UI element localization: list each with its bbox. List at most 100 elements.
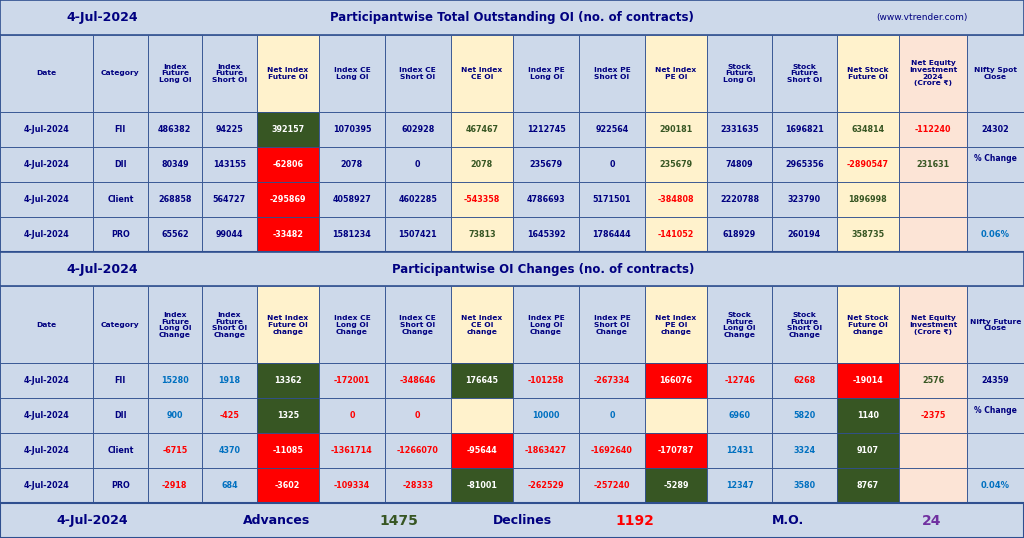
Bar	[579, 35, 645, 112]
Text: -109334: -109334	[334, 481, 370, 490]
Text: 231631: 231631	[916, 160, 949, 169]
Bar	[899, 112, 968, 147]
Bar	[968, 182, 1024, 217]
Bar	[0, 503, 1024, 538]
Bar	[772, 182, 837, 217]
Bar	[645, 433, 708, 468]
Bar	[708, 468, 772, 503]
Text: 12347: 12347	[726, 481, 754, 490]
Text: -262529: -262529	[527, 481, 564, 490]
Text: 10000: 10000	[532, 411, 560, 420]
Bar	[899, 35, 968, 112]
Bar	[0, 468, 93, 503]
Text: -1361714: -1361714	[331, 446, 373, 455]
Bar	[257, 35, 319, 112]
Bar	[0, 398, 93, 433]
Text: Participantwise Total Outstanding OI (no. of contracts): Participantwise Total Outstanding OI (no…	[330, 11, 694, 24]
Text: PRO: PRO	[111, 481, 130, 490]
Bar	[93, 286, 147, 363]
Text: 900: 900	[167, 411, 183, 420]
Bar	[772, 398, 837, 433]
Bar	[93, 35, 147, 112]
Bar	[147, 147, 202, 182]
Text: 618929: 618929	[723, 230, 757, 238]
Text: 4-Jul-2024: 4-Jul-2024	[67, 11, 138, 24]
Bar	[837, 182, 899, 217]
Bar	[899, 363, 968, 398]
Bar	[319, 182, 385, 217]
Bar	[319, 217, 385, 252]
Bar	[451, 182, 513, 217]
Bar	[772, 112, 837, 147]
Text: Net Index
PE OI
change: Net Index PE OI change	[655, 315, 696, 335]
Text: 4602285: 4602285	[398, 195, 437, 203]
Bar	[147, 35, 202, 112]
Bar	[708, 286, 772, 363]
Bar	[93, 182, 147, 217]
Bar	[319, 468, 385, 503]
Text: PRO: PRO	[111, 230, 130, 238]
Bar	[257, 182, 319, 217]
Text: Index CE
Long OI
Change: Index CE Long OI Change	[334, 315, 371, 335]
Bar	[257, 363, 319, 398]
Text: 12431: 12431	[726, 446, 754, 455]
Text: -2375: -2375	[921, 411, 946, 420]
Text: 1140: 1140	[857, 411, 879, 420]
Bar	[202, 182, 257, 217]
Bar	[0, 286, 93, 363]
Bar	[837, 112, 899, 147]
Text: 3580: 3580	[794, 481, 815, 490]
Text: 2220788: 2220788	[720, 195, 759, 203]
Bar	[0, 35, 93, 112]
Bar	[837, 217, 899, 252]
Text: -11085: -11085	[272, 446, 303, 455]
Bar	[513, 147, 579, 182]
Bar	[513, 217, 579, 252]
Text: 9107: 9107	[857, 446, 879, 455]
Bar	[93, 398, 147, 433]
Text: Index
Future
Long OI: Index Future Long OI	[159, 63, 191, 83]
Bar	[0, 217, 93, 252]
Bar	[202, 147, 257, 182]
Text: -81001: -81001	[467, 481, 498, 490]
Bar	[837, 286, 899, 363]
Text: 4-Jul-2024: 4-Jul-2024	[24, 195, 70, 203]
Text: 1192: 1192	[615, 514, 654, 528]
Bar	[968, 433, 1024, 468]
Text: 24359: 24359	[982, 376, 1010, 385]
Text: 1645392: 1645392	[526, 230, 565, 238]
Text: Index PE
Short OI
Change: Index PE Short OI Change	[594, 315, 631, 335]
Text: Index PE
Long OI
Change: Index PE Long OI Change	[527, 315, 564, 335]
Text: 1070395: 1070395	[333, 125, 371, 134]
Text: 1696821: 1696821	[785, 125, 823, 134]
Text: 4-Jul-2024: 4-Jul-2024	[67, 263, 138, 275]
Text: % Change: % Change	[974, 154, 1017, 164]
Bar	[451, 217, 513, 252]
Text: DII: DII	[114, 160, 127, 169]
Bar	[899, 147, 968, 182]
Bar	[257, 398, 319, 433]
Text: -170787: -170787	[657, 446, 694, 455]
Text: 74809: 74809	[726, 160, 754, 169]
Bar	[385, 468, 451, 503]
Bar	[708, 112, 772, 147]
Text: -257240: -257240	[594, 481, 630, 490]
Bar	[968, 363, 1024, 398]
Text: -2918: -2918	[162, 481, 187, 490]
Text: -101258: -101258	[527, 376, 564, 385]
Bar	[513, 433, 579, 468]
Bar	[968, 398, 1024, 433]
Text: 2078: 2078	[471, 160, 493, 169]
Text: 4-Jul-2024: 4-Jul-2024	[24, 230, 70, 238]
Text: Date: Date	[37, 70, 56, 76]
Bar	[385, 363, 451, 398]
Text: 1212745: 1212745	[526, 125, 565, 134]
Bar	[451, 433, 513, 468]
Bar	[319, 398, 385, 433]
Bar	[513, 35, 579, 112]
Bar	[772, 286, 837, 363]
Text: 5171501: 5171501	[593, 195, 631, 203]
Bar	[513, 468, 579, 503]
Bar	[147, 468, 202, 503]
Text: -543358: -543358	[464, 195, 500, 203]
